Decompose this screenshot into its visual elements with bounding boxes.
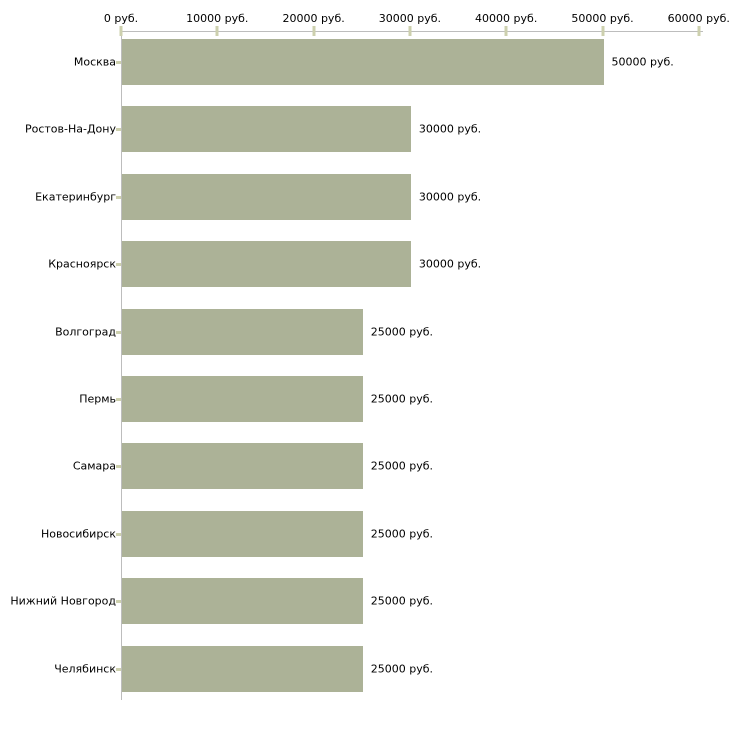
value-label: 30000 руб. (418, 257, 482, 271)
category-label: Ростов-На-Дону (24, 122, 116, 136)
x-tick-mark (215, 26, 219, 36)
value-label: 30000 руб. (418, 190, 482, 204)
value-label: 25000 руб. (370, 527, 434, 541)
bar (122, 510, 363, 557)
category-tick-mark (116, 532, 121, 536)
category-label: Новосибирск (40, 527, 116, 541)
bar (122, 578, 363, 625)
x-tick-label: 20000 руб. (282, 12, 345, 25)
category-tick-mark (116, 600, 121, 604)
x-tick-mark (601, 26, 604, 36)
value-label: 25000 руб. (370, 594, 434, 608)
x-tick-label: 10000 руб. (186, 12, 249, 25)
x-tick-mark (697, 26, 701, 36)
category-label: Волгоград (55, 325, 116, 339)
bar-row: Челябинск 25000 руб. (0, 638, 730, 705)
category-tick-mark (116, 61, 121, 64)
x-tick-label: 60000 руб. (667, 12, 730, 25)
category-tick-mark (116, 330, 121, 334)
x-tick-label: 40000 руб. (475, 12, 538, 25)
value-label: 30000 руб. (418, 122, 482, 136)
category-tick-mark (116, 398, 121, 401)
bar-row: Ростов-На-Дону 30000 руб. (0, 98, 730, 165)
bar (122, 308, 363, 355)
x-tick-label: 30000 руб. (378, 12, 442, 25)
x-tick-label: 0 руб. (103, 12, 139, 25)
category-label: Нижний Новгород (10, 594, 116, 608)
x-tick-mark (408, 26, 412, 36)
category-tick-mark (116, 667, 121, 671)
category-tick-mark (116, 195, 121, 199)
bar-row: Новосибирск 25000 руб. (0, 503, 730, 570)
value-label: 50000 руб. (611, 55, 674, 69)
bar (122, 106, 411, 153)
bar-row: Москва 50000 руб. (0, 31, 730, 98)
value-label: 25000 руб. (370, 325, 434, 339)
x-axis-line (121, 31, 703, 32)
category-label: Пермь (79, 392, 116, 406)
x-tick-mark (119, 26, 123, 36)
bar (122, 443, 363, 490)
category-label: Красноярск (48, 257, 116, 271)
y-axis-line (121, 31, 122, 700)
bar (122, 241, 411, 288)
bar-row: Екатеринбург 30000 руб. (0, 166, 730, 233)
bar (122, 39, 604, 85)
bar (122, 645, 363, 692)
category-label: Москва (73, 55, 116, 69)
category-tick-mark (116, 263, 121, 267)
bar-row: Волгоград 25000 руб. (0, 301, 730, 368)
x-tick-mark (312, 26, 316, 36)
category-label: Самара (72, 459, 116, 473)
x-tick-mark (504, 26, 508, 36)
bar (122, 376, 363, 422)
category-label: Екатеринбург (35, 190, 116, 204)
value-label: 25000 руб. (370, 459, 434, 473)
value-label: 25000 руб. (370, 662, 434, 676)
bar (122, 173, 411, 220)
category-label: Челябинск (54, 662, 116, 676)
category-tick-mark (116, 128, 121, 132)
bar-row: Нижний Новгород 25000 руб. (0, 570, 730, 637)
bar-row: Самара 25000 руб. (0, 435, 730, 502)
category-tick-mark (116, 465, 121, 469)
value-label: 25000 руб. (370, 392, 434, 406)
x-tick-label: 50000 руб. (571, 12, 634, 25)
bar-row: Красноярск 30000 руб. (0, 233, 730, 300)
bar-row: Пермь 25000 руб. (0, 368, 730, 435)
